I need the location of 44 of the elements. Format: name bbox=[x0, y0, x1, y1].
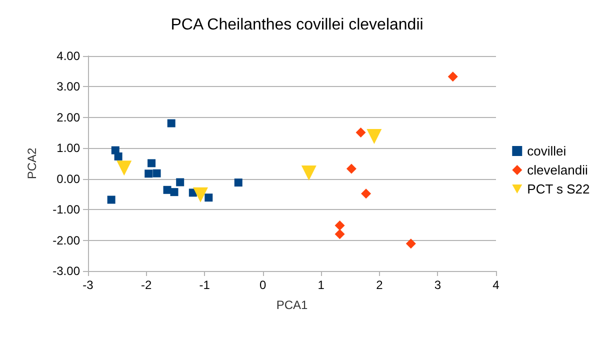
x-tick-label: 1 bbox=[318, 278, 325, 292]
point bbox=[366, 128, 382, 144]
point bbox=[170, 188, 178, 196]
point bbox=[163, 186, 172, 194]
x-tick-label: -2 bbox=[140, 278, 152, 292]
point bbox=[334, 220, 345, 231]
point bbox=[406, 238, 416, 249]
point bbox=[107, 196, 116, 204]
y-axis-title: PCA2 bbox=[25, 148, 39, 180]
y-tick-label: 0.00 bbox=[56, 172, 80, 186]
y-tick-label: 1.00 bbox=[56, 141, 80, 156]
legend-label: covillei bbox=[527, 144, 566, 158]
point bbox=[234, 178, 242, 187]
x-tick-label: 3 bbox=[434, 278, 442, 292]
x-tick-label: -3 bbox=[82, 278, 94, 292]
y-tick-label: -3.00 bbox=[52, 264, 80, 278]
x-axis-title: PCA1 bbox=[276, 298, 308, 312]
y-tick-label: -1.00 bbox=[52, 202, 80, 217]
point bbox=[176, 178, 184, 186]
point bbox=[148, 159, 156, 168]
point bbox=[356, 127, 366, 138]
x-tick-label: 4 bbox=[492, 278, 500, 292]
point bbox=[448, 72, 458, 82]
legend-label: clevelandii bbox=[527, 162, 588, 178]
y-tick-label: 2.00 bbox=[56, 110, 80, 124]
x-tick-label: 0 bbox=[260, 278, 267, 292]
chart-title: PCA Cheilanthes covillei clevelandii bbox=[170, 16, 424, 34]
point bbox=[334, 229, 345, 240]
y-tick-label: -2.00 bbox=[52, 233, 80, 248]
point bbox=[301, 166, 316, 181]
point bbox=[192, 187, 208, 202]
x-tick-label: 2 bbox=[376, 278, 384, 292]
y-tick-label: 3.00 bbox=[56, 80, 80, 94]
point bbox=[361, 188, 372, 199]
point bbox=[116, 160, 132, 176]
y-tick-label: 4.00 bbox=[56, 49, 80, 63]
point bbox=[144, 170, 153, 178]
point bbox=[167, 119, 176, 128]
point bbox=[152, 169, 161, 178]
point bbox=[204, 194, 213, 202]
legend-label: PCT s S22 bbox=[527, 182, 590, 196]
x-tick-label: -1 bbox=[199, 278, 210, 292]
point bbox=[114, 152, 122, 160]
point bbox=[346, 164, 356, 174]
